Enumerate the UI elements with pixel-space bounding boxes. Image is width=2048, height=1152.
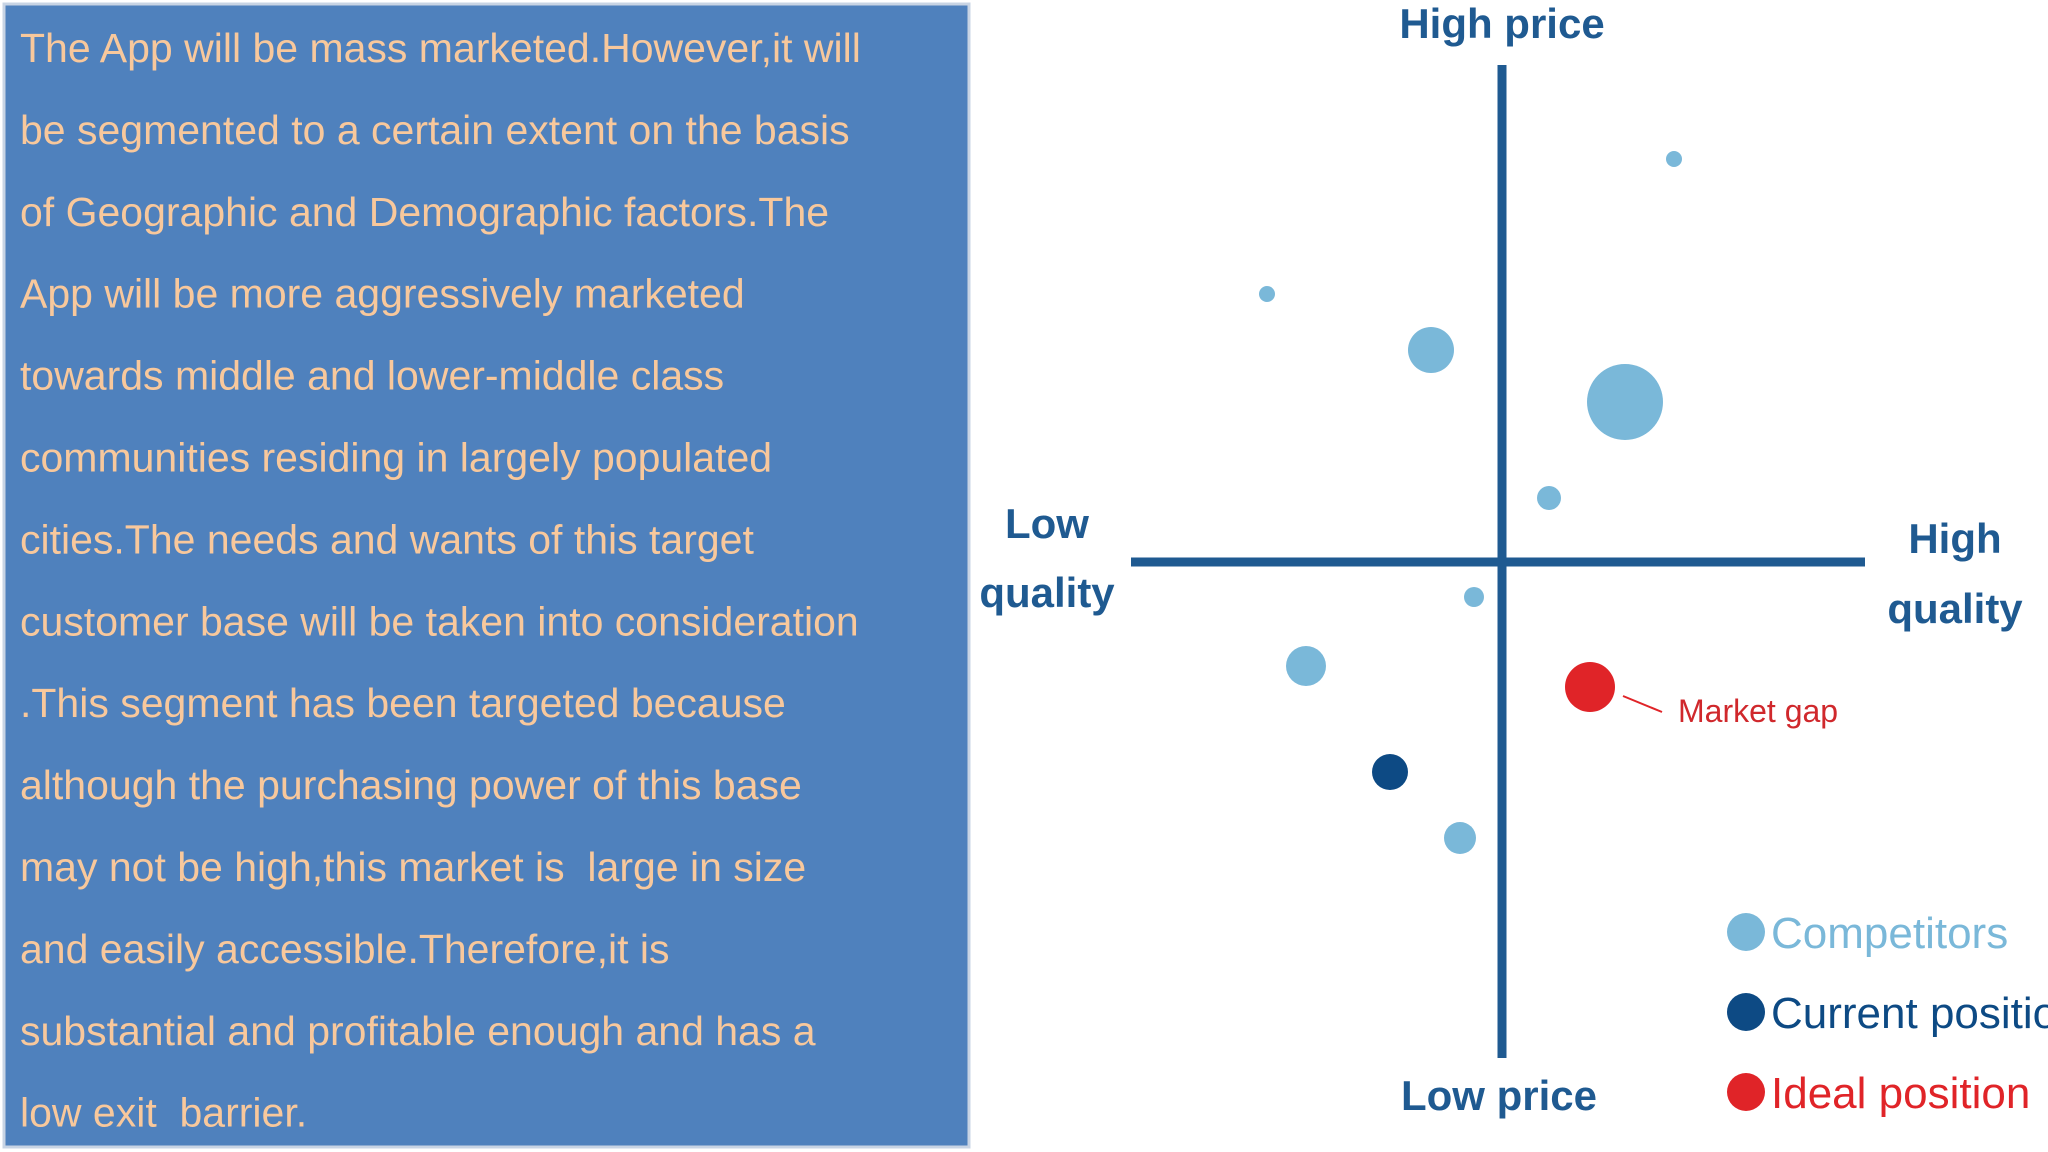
- competitor-bubble: [1259, 286, 1275, 302]
- legend-label: Current position: [1771, 989, 2048, 1038]
- text-box: [2, 2, 971, 1149]
- paragraph-line: may not be high,this market is large in …: [20, 844, 806, 890]
- paragraph-line: communities residing in largely populate…: [20, 435, 772, 481]
- legend-swatch: [1727, 913, 1765, 951]
- paragraph-line: of Geographic and Demographic factors.Th…: [20, 189, 829, 235]
- legend-swatch: [1727, 1073, 1765, 1111]
- current-bubble: [1372, 754, 1408, 790]
- legend-swatch: [1727, 993, 1765, 1031]
- paragraph-line: be segmented to a certain extent on the …: [20, 107, 850, 153]
- competitor-bubble: [1666, 151, 1682, 167]
- paragraph-line: substantial and profitable enough and ha…: [20, 1008, 816, 1054]
- annotation-leader: [1622, 695, 1663, 713]
- right-label: quality: [1887, 585, 2023, 632]
- paragraph-line: customer base will be taken into conside…: [20, 598, 859, 644]
- left-label: quality: [979, 569, 1115, 616]
- paragraph: The App will be mass marketed.However,it…: [20, 25, 861, 1136]
- competitor-bubble: [1286, 646, 1326, 686]
- paragraph-line: towards middle and lower-middle class: [20, 353, 724, 399]
- legend-label: Competitors: [1771, 909, 2008, 958]
- competitor-bubble: [1444, 822, 1476, 854]
- competitor-bubble: [1408, 327, 1454, 373]
- paragraph-line: although the purchasing power of this ba…: [20, 762, 802, 808]
- ideal-bubble: [1565, 662, 1615, 712]
- paragraph-line: cities.The needs and wants of this targe…: [20, 516, 754, 562]
- top-label: High price: [1399, 0, 1604, 47]
- paragraph-line: The App will be mass marketed.However,it…: [20, 25, 861, 71]
- competitor-bubble: [1587, 364, 1663, 440]
- right-label: High: [1908, 515, 2001, 562]
- competitor-bubble: [1464, 587, 1484, 607]
- paragraph-line: and easily accessible.Therefore,it is: [20, 926, 669, 972]
- paragraph-line: App will be more aggressively marketed: [20, 271, 745, 317]
- paragraph-line: low exit barrier.: [20, 1090, 307, 1136]
- bottom-label: Low price: [1401, 1072, 1597, 1119]
- legend-label: Ideal position: [1771, 1069, 2030, 1118]
- legend: Competitors Current position Ideal posit…: [1727, 909, 2048, 1118]
- left-label: Low: [1005, 500, 1089, 547]
- competitor-bubble: [1537, 486, 1561, 510]
- paragraph-line: .This segment has been targeted because: [20, 680, 786, 726]
- annotation: Market gap: [1678, 693, 1838, 729]
- bubbles: [1259, 151, 1682, 854]
